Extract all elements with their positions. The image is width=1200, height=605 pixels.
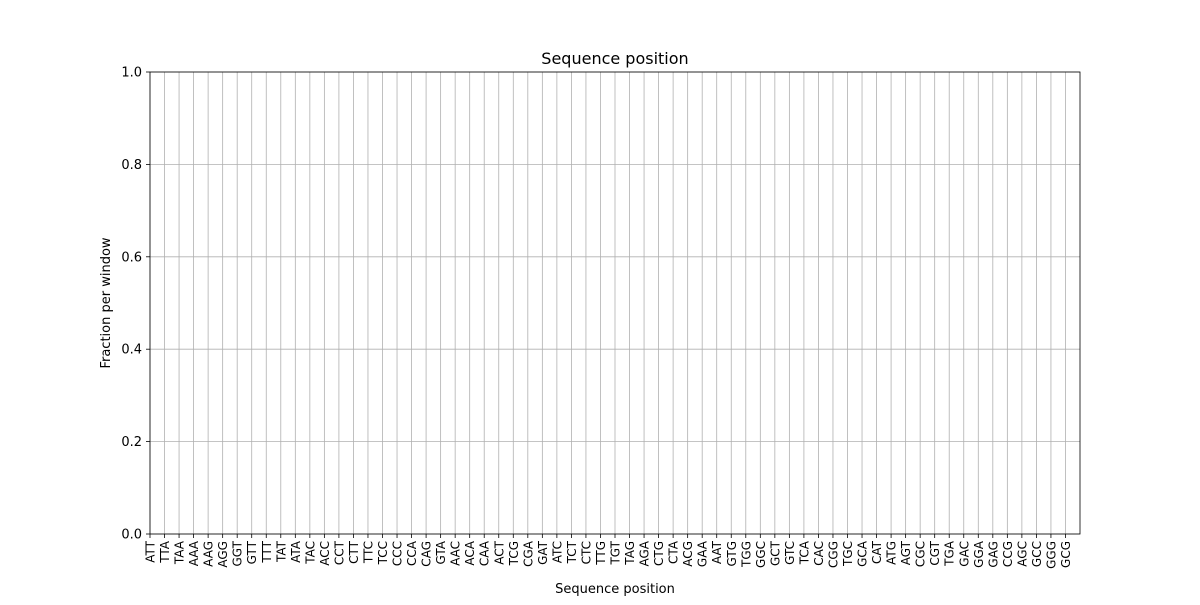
x-tick-label: GTG	[725, 541, 739, 567]
x-tick-label: GAT	[536, 540, 550, 565]
x-tick-label: TAT	[274, 540, 288, 563]
x-tick-label: AAG	[202, 541, 216, 567]
x-tick-label: GTA	[434, 540, 448, 564]
x-tick-label: ATG	[885, 541, 899, 565]
x-tick-label: AGC	[1015, 541, 1029, 567]
x-axis: ATT TTA TAA AAA AAG AGG GGT GTT TTT TAT ATA TAC ACC C…	[144, 534, 1073, 569]
x-tick-label: GGT	[231, 540, 245, 566]
x-tick-label: CTG	[652, 541, 666, 566]
x-tick-label: CCA	[405, 540, 419, 566]
x-tick-label: CTC	[579, 541, 593, 564]
x-tick-label: CTT	[347, 540, 361, 563]
x-tick-label: GGC	[754, 541, 768, 568]
x-tick-label: CGT	[928, 540, 942, 565]
x-tick-label: AAC	[449, 541, 463, 566]
x-tick-label: TGC	[841, 541, 855, 567]
x-tick-label: ACA	[463, 540, 477, 565]
x-tick-label: GGG	[1044, 541, 1058, 569]
x-tick-label: TCT	[565, 540, 579, 564]
x-tick-label: GTT	[245, 540, 259, 564]
x-tick-label: TGA	[943, 540, 957, 567]
x-tick-label: TAG	[623, 541, 637, 566]
x-tick-label: CAC	[812, 541, 826, 566]
x-tick-label: TTT	[260, 540, 274, 563]
x-tick-label: ACC	[318, 541, 332, 566]
x-tick-label: GTC	[783, 541, 797, 565]
x-tick-label: CCT	[332, 540, 346, 565]
x-tick-label: TCG	[507, 541, 521, 566]
y-tick-label: 0.4	[121, 343, 142, 358]
x-tick-label: TGT	[609, 540, 623, 565]
x-tick-label: GAC	[957, 541, 971, 567]
x-tick-label: CCC	[391, 541, 405, 566]
y-tick-label: 1.0	[121, 66, 142, 81]
x-tick-label: CAA	[478, 540, 492, 566]
x-tick-label: ACG	[681, 541, 695, 567]
y-tick-label: 0.6	[121, 250, 142, 265]
x-tick-label: TTA	[158, 540, 172, 564]
x-tick-label: TAC	[303, 541, 317, 565]
x-tick-label: CTA	[667, 540, 681, 564]
x-tick-label: CGG	[826, 541, 840, 568]
x-tick-label: TCC	[376, 541, 390, 565]
x-tick-label: GCT	[768, 540, 782, 566]
grid-layer	[149, 71, 1080, 535]
x-tick-label: ATT	[144, 540, 158, 562]
x-tick-label: TCA	[797, 540, 811, 565]
x-tick-label: GAG	[986, 541, 1000, 568]
x-tick-label: ATA	[289, 540, 303, 563]
x-tick-label: GGA	[972, 540, 986, 568]
x-tick-label: TGG	[739, 541, 753, 568]
x-tick-label: AGT	[899, 540, 913, 565]
x-tick-label: ATC	[550, 541, 564, 563]
x-tick-label: AGA	[638, 540, 652, 566]
y-axis: 0.0 0.2 0.4 0.6 0.8 1.0	[121, 66, 150, 543]
x-tick-label: AAT	[710, 540, 724, 564]
x-tick-label: AGG	[216, 541, 230, 568]
x-tick-label: CGC	[914, 541, 928, 567]
y-tick-label: 0.8	[121, 158, 142, 173]
y-axis-label: Fraction per window	[99, 237, 114, 368]
x-tick-label: AAA	[187, 540, 201, 566]
x-tick-label: TAA	[173, 540, 187, 565]
x-tick-label: ACT	[492, 540, 506, 564]
chart-title: Sequence position	[541, 49, 688, 68]
x-tick-label: CGA	[521, 540, 535, 567]
y-tick-label: 0.0	[121, 528, 142, 543]
x-tick-label: CAG	[420, 541, 434, 567]
x-tick-label: GCA	[856, 540, 870, 567]
x-tick-label: TTG	[594, 541, 608, 566]
x-axis-label: Sequence position	[555, 582, 675, 597]
x-tick-label: GAA	[696, 540, 710, 567]
x-tick-label: CAT	[870, 540, 884, 564]
y-tick-label: 0.2	[121, 435, 142, 450]
x-tick-label: GCC	[1030, 541, 1044, 567]
x-tick-label: CCG	[1001, 541, 1015, 567]
x-tick-label: GCG	[1059, 541, 1073, 568]
x-tick-label: TTC	[361, 541, 375, 564]
